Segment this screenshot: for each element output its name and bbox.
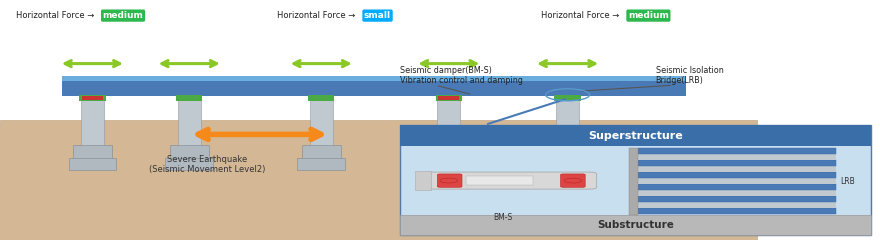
Text: Severe Earthquake
(Seismic Movement Level2): Severe Earthquake (Seismic Movement Leve… (149, 155, 265, 174)
Bar (400, 125, 871, 235)
Bar (81, 96, 104, 149)
Bar (554, 95, 581, 101)
Text: Seismic damper(BM-S)
Vibration control and damping: Seismic damper(BM-S) Vibration control a… (400, 66, 524, 85)
Bar (638, 154, 836, 160)
Bar (400, 125, 871, 146)
Bar (544, 158, 591, 170)
Bar (297, 158, 345, 170)
Bar (62, 76, 686, 96)
Circle shape (564, 178, 582, 183)
Bar (638, 178, 836, 184)
Bar (415, 171, 431, 190)
Bar (437, 96, 460, 149)
Bar (308, 95, 334, 101)
Text: BM-S: BM-S (493, 213, 512, 222)
Bar (638, 160, 836, 166)
Bar (0, 120, 757, 240)
Text: Horizontal Force →: Horizontal Force → (16, 11, 94, 20)
Text: medium: medium (628, 11, 669, 20)
Bar (429, 145, 468, 161)
Bar (556, 96, 579, 149)
Text: LRB: LRB (840, 177, 854, 186)
Bar (466, 176, 533, 185)
Text: Superstructure: Superstructure (589, 131, 683, 141)
Bar (170, 145, 209, 161)
Bar (629, 148, 638, 215)
FancyArrowPatch shape (488, 99, 565, 124)
Bar (79, 95, 106, 101)
Circle shape (440, 178, 458, 183)
Text: Seismic Isolation
Bridge(LRB): Seismic Isolation Bridge(LRB) (656, 66, 723, 85)
Bar (73, 145, 112, 161)
Bar (82, 96, 103, 100)
Bar (638, 172, 836, 178)
Bar (425, 158, 473, 170)
Bar (178, 96, 201, 149)
Bar (638, 202, 836, 208)
Bar (638, 208, 836, 214)
Bar (69, 158, 116, 170)
FancyBboxPatch shape (424, 172, 597, 189)
Bar (310, 96, 333, 149)
FancyBboxPatch shape (437, 174, 462, 187)
Bar (438, 96, 459, 100)
Bar (400, 215, 871, 235)
Text: Horizontal Force →: Horizontal Force → (277, 11, 356, 20)
Bar (548, 145, 587, 161)
Bar (638, 148, 836, 154)
Bar (638, 184, 836, 190)
Bar (638, 190, 836, 196)
Bar (176, 95, 202, 101)
Bar (302, 145, 341, 161)
Text: Horizontal Force →: Horizontal Force → (541, 11, 620, 20)
Text: Substructure: Substructure (598, 220, 674, 230)
Bar (436, 95, 462, 101)
FancyBboxPatch shape (561, 174, 585, 187)
Text: small: small (364, 11, 391, 20)
Bar (638, 166, 836, 172)
Bar (165, 158, 213, 170)
Text: medium: medium (103, 11, 143, 20)
Bar (638, 196, 836, 202)
Bar (62, 76, 686, 81)
